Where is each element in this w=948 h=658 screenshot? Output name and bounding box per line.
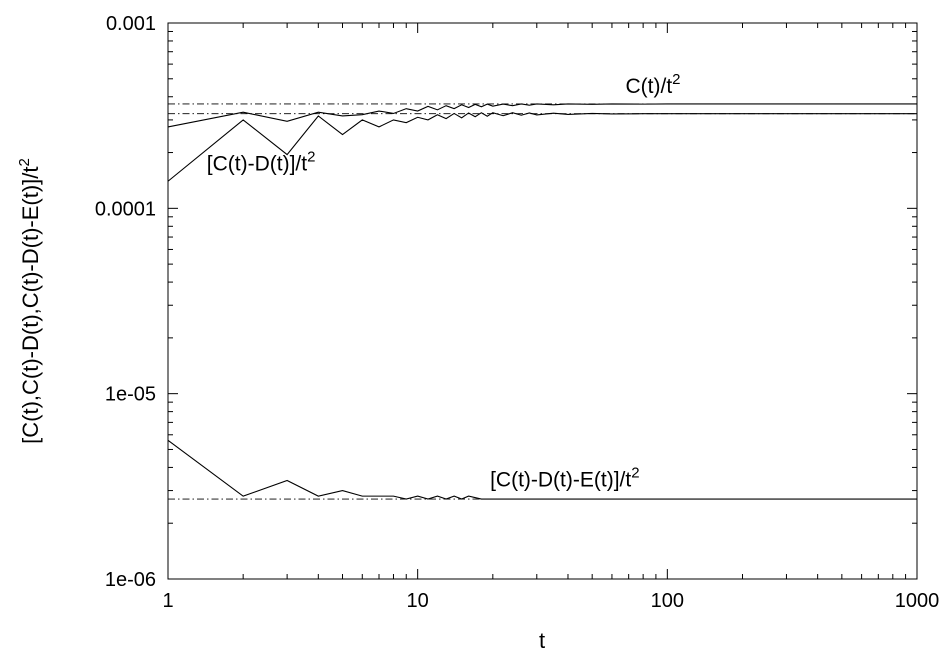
y-axis-label: [C(t),C(t)-D(t),C(t)-D(t)-E(t)]/t2 <box>16 158 43 444</box>
series-annotation: C(t)/t2 <box>626 71 681 98</box>
x-tick-label: 10 <box>407 590 429 612</box>
annotations: C(t)/t2[C(t)-D(t)]/t2[C(t)-D(t)-E(t)]/t2 <box>207 71 681 492</box>
annotation-superscript: 2 <box>631 465 639 482</box>
series-line <box>167 103 917 128</box>
series-annotation: [C(t)-D(t)-E(t)]/t2 <box>490 465 639 492</box>
y-tick-label: 0.0001 <box>95 198 156 220</box>
y-tick-label: 1e-06 <box>105 569 156 591</box>
annotation-text: [C(t)-D(t)]/t <box>207 153 307 176</box>
series-lines <box>167 103 917 500</box>
y-axis-label-main: [C(t),C(t)-D(t),C(t)-D(t)-E(t)]/t <box>18 166 43 443</box>
annotation-text: C(t)/t <box>626 75 673 98</box>
x-tick-label: 1 <box>162 590 173 612</box>
annotation-text: [C(t)-D(t)-E(t)]/t <box>490 469 631 492</box>
tick-labels: 1 10 100 1000 1e-06 1e-05 0.0001 0.001 <box>95 13 939 612</box>
x-axis-label: t <box>539 628 545 653</box>
annotation-superscript: 2 <box>307 149 315 166</box>
annotation-superscript: 2 <box>672 71 680 88</box>
y-tick-label: 1e-05 <box>105 384 156 406</box>
series-line <box>167 112 917 182</box>
series-line <box>167 439 917 500</box>
x-tick-label: 1000 <box>895 590 940 612</box>
series-annotation: [C(t)-D(t)]/t2 <box>207 149 316 176</box>
x-tick-label: 100 <box>651 590 684 612</box>
plot-frame <box>167 22 918 580</box>
y-tick-label: 0.001 <box>106 13 156 35</box>
y-axis-label-sup: 2 <box>16 158 33 166</box>
tick-marks <box>167 22 918 580</box>
